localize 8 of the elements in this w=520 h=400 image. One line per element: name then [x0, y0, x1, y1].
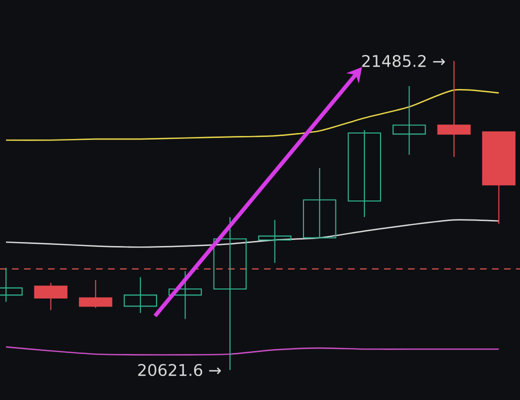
annotation: 20621.6 →: [138, 364, 221, 376]
candlestick: [168, 270, 202, 320]
candlestick: [302, 168, 336, 238]
candlestick: [392, 86, 426, 156]
candlestick: [258, 219, 292, 264]
candlestick: [348, 130, 382, 218]
candlestick: [124, 276, 158, 314]
annotation: 21485.2 →: [362, 54, 445, 68]
